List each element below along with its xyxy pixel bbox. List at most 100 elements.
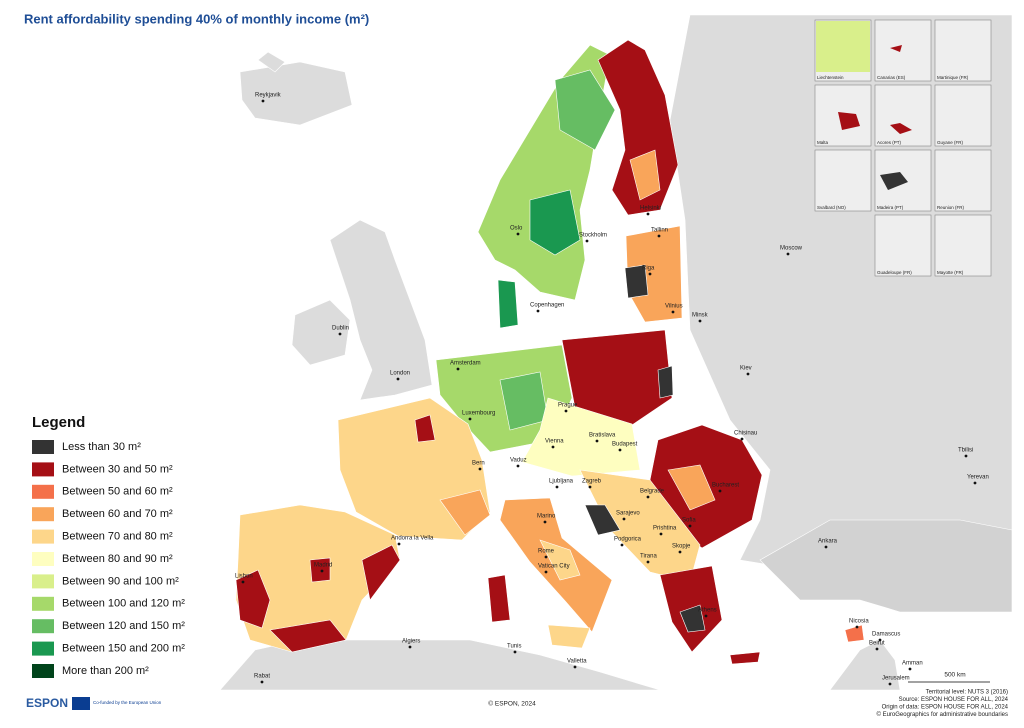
france-south	[439, 489, 491, 536]
city-label: Luxembourg	[462, 411, 495, 417]
city-label: Vaduz	[510, 458, 527, 464]
city-label: Rome	[538, 549, 555, 555]
city-dot	[564, 409, 568, 413]
city-label: Moscow	[780, 246, 803, 252]
legend-swatch	[32, 619, 54, 634]
city-label: Amsterdam	[450, 361, 481, 367]
city-label: Vatican City	[538, 564, 570, 570]
city-label: Zagreb	[582, 479, 602, 485]
city-label: Valletta	[567, 659, 587, 665]
city-label: Nicosia	[849, 619, 869, 625]
city-label: Podgorica	[614, 537, 642, 543]
legend-label: Between 100 and 120 m²	[62, 598, 185, 610]
city-dot	[338, 332, 342, 336]
eu-funding: Co-funded by the European Union	[93, 700, 162, 705]
city-label: Tbilisi	[958, 448, 973, 454]
city-label: Skopje	[672, 544, 691, 550]
city-dot	[513, 650, 517, 654]
legend-swatch	[32, 596, 54, 611]
turkey	[759, 519, 1013, 613]
inset-label: Svalbard (NO)	[817, 205, 846, 210]
city-dot	[973, 481, 977, 485]
legend-swatch	[32, 529, 54, 544]
city-dot	[746, 372, 750, 376]
city-dot	[456, 367, 460, 371]
city-dot	[516, 232, 520, 236]
city-dot	[595, 439, 599, 443]
inset-frame	[934, 214, 992, 277]
city-label: Yerevan	[967, 475, 989, 481]
city-dot	[408, 645, 412, 649]
city-label: Sofia	[682, 518, 696, 524]
dalmatia	[584, 504, 621, 536]
city-label: Helsinki	[640, 206, 661, 212]
map-title: Rent affordability spending 40% of month…	[24, 11, 369, 26]
city-dot	[678, 550, 682, 554]
city-dot	[555, 485, 559, 489]
great-britain	[329, 219, 433, 401]
city-label: Vilnius	[665, 304, 683, 310]
city-label: London	[390, 371, 410, 377]
city-label: Rabat	[254, 674, 270, 680]
inset-label: Mayotte (FR)	[937, 270, 964, 275]
city-dot	[543, 520, 547, 524]
inset-label: Guyane (FR)	[937, 140, 964, 145]
city-label: Dublin	[332, 326, 349, 332]
city-label: Lisbon	[235, 574, 253, 580]
credit-line: Origin of data: ESPON HOUSE FOR ALL, 202…	[882, 705, 1009, 711]
finland-south	[629, 149, 661, 201]
central-europe	[521, 397, 641, 477]
city-label: Bratislava	[589, 433, 616, 439]
cities: Reykjavik Dublin London Oslo Stockholm Helsin…	[235, 93, 989, 686]
city-dot	[786, 252, 790, 256]
regions	[235, 39, 865, 665]
inset-label: Guadeloupe (FR)	[877, 270, 912, 275]
legend-label: Between 150 and 200 m²	[62, 643, 185, 655]
iceland	[239, 61, 353, 126]
denmark	[497, 279, 519, 329]
city-dot	[588, 485, 592, 489]
city-label: Ankara	[818, 539, 838, 545]
inset-label: Malta	[817, 140, 829, 145]
city-dot	[618, 448, 622, 452]
legend-label: Between 90 and 100 m²	[62, 575, 179, 587]
city-label: Stockholm	[579, 233, 607, 239]
city-dot	[573, 665, 577, 669]
inset-frame	[934, 84, 992, 147]
city-dot	[878, 638, 882, 642]
madeira	[880, 172, 908, 190]
city-dot	[704, 614, 708, 618]
eu-flag	[72, 697, 90, 710]
legend-label: Between 120 and 150 m²	[62, 620, 185, 632]
inset-frame	[934, 19, 992, 82]
paris	[414, 414, 436, 443]
city-dot	[964, 454, 968, 458]
malta	[838, 112, 860, 130]
legend-label: Less than 30 m²	[62, 441, 141, 453]
city-label: Reykjavik	[255, 93, 282, 99]
africa	[219, 639, 901, 691]
inset-label: Canarias (ES)	[877, 75, 906, 80]
inset-frame	[874, 19, 932, 82]
legend-swatch	[32, 462, 54, 477]
city-dot	[646, 212, 650, 216]
city-label: Minsk	[692, 313, 709, 319]
inset-frame	[874, 214, 932, 277]
sardinia	[487, 574, 511, 623]
city-label: Chisinau	[734, 431, 757, 437]
city-dot	[875, 647, 879, 651]
insets	[814, 19, 992, 277]
city-dot	[718, 489, 722, 493]
city-dot	[468, 417, 472, 421]
peloponnese	[679, 604, 706, 633]
city-label: Sarajevo	[616, 511, 640, 517]
inset-label: Martinique (FR)	[937, 75, 969, 80]
city-dot	[260, 680, 264, 684]
acores	[890, 123, 912, 134]
city-label: Madrid	[314, 563, 332, 569]
city-label: Prishtina	[653, 526, 677, 532]
city-label: Riga	[642, 266, 655, 272]
legend: Less than 30 m² Between 30 and 50 m² Betwe…	[32, 440, 185, 678]
transylvania	[667, 464, 716, 511]
legend-label: Between 70 and 80 m²	[62, 531, 173, 543]
